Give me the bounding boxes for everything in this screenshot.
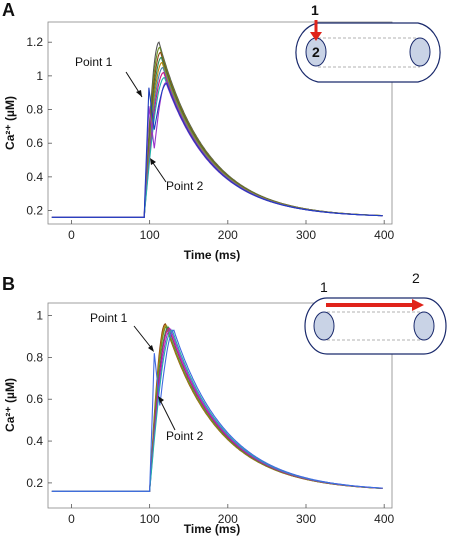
panel-b-point-2-label: Point 2 xyxy=(166,429,204,443)
panel-a-inset-label-2: 2 xyxy=(312,44,320,60)
panel-b-inset-label-1: 1 xyxy=(320,279,328,295)
panel-a-xtick-label: 200 xyxy=(218,228,238,242)
panel-b-letter: B xyxy=(2,274,15,294)
panel-a-xtick-label: 300 xyxy=(296,228,316,242)
panel-a-ytick-label: 0.6 xyxy=(26,136,43,150)
panel-a-series-6 xyxy=(51,71,383,218)
panel-b-xtick-label: 300 xyxy=(296,512,316,526)
panel-a-ytick-label: 1.2 xyxy=(26,35,43,49)
panel-a-xtick-label: 400 xyxy=(374,228,394,242)
panel-b: B 0 100 200 300 400 0.2 0.4 0.6 0.8 1 Time (ms) C… xyxy=(2,270,447,536)
panel-b-ytick-label: 1 xyxy=(36,309,43,323)
panel-b-point-1-arrowhead xyxy=(148,345,154,352)
panel-a-ytick-label: 0.4 xyxy=(26,170,43,184)
panel-b-plot-frame xyxy=(47,302,393,509)
panel-b-ytick-label: 0.4 xyxy=(26,434,43,448)
panel-b-cylinder-inset: 1 2 xyxy=(304,270,447,355)
panel-a-inset-arrowhead xyxy=(310,32,322,41)
panel-a-point-1-arrowhead xyxy=(136,90,142,97)
panel-a-series-8 xyxy=(51,81,383,218)
panel-a-inset-label-1: 1 xyxy=(311,2,319,18)
panel-a-ytick-label: 0.2 xyxy=(26,204,43,218)
panel-b-point-1-arrow xyxy=(133,325,154,351)
panel-a-point-2-arrow xyxy=(150,159,167,183)
panel-b-series-7 xyxy=(51,329,383,492)
panel-b-ytick-label: 0.8 xyxy=(26,350,43,364)
panel-a: A 0 100 200 300 400 0.2 0.4 0.6 0.8 1 1.2 Time (ms… xyxy=(2,0,441,262)
panel-b-point-2-arrow xyxy=(158,397,176,431)
panel-a-xlabel: Time (ms) xyxy=(184,248,240,262)
panel-a-series-4 xyxy=(51,61,383,218)
panel-b-ytick-label: 0.6 xyxy=(26,392,43,406)
panel-a-xtick-label: 0 xyxy=(68,228,75,242)
panel-b-point-1-label: Point 1 xyxy=(90,311,128,325)
panel-a-cylinder-inset: 2 1 xyxy=(295,2,441,83)
panel-b-xtick-label: 200 xyxy=(218,512,238,526)
panel-b-xtick-label: 100 xyxy=(140,512,160,526)
panel-b-point-2-arrowhead xyxy=(158,396,164,403)
panel-a-point-1-label: Point 1 xyxy=(75,55,113,69)
panel-b-ylabel: Ca²⁺ (µM) xyxy=(3,378,17,432)
panel-b-xtick-label: 400 xyxy=(374,512,394,526)
panel-a-point-2-arrowhead xyxy=(150,158,156,165)
panel-b-ytick-label: 0.2 xyxy=(26,476,43,490)
panel-a-point-2-label: Point 2 xyxy=(166,179,204,193)
panel-b-inset-arrowhead xyxy=(412,299,424,311)
panel-a-plot-frame xyxy=(47,21,393,225)
panel-b-xtick-label: 0 xyxy=(68,512,75,526)
panel-a-xtick-label: 100 xyxy=(140,228,160,242)
panel-a-ytick-label: 1 xyxy=(36,69,43,83)
panel-b-xlabel: Time (ms) xyxy=(184,522,240,536)
panel-b-inset-label-2: 2 xyxy=(412,270,420,286)
panel-a-letter: A xyxy=(2,0,15,20)
panel-a-series-9 xyxy=(51,82,383,218)
panel-a-ylabel: Ca²⁺ (µM) xyxy=(3,96,17,150)
panel-a-ytick-label: 0.8 xyxy=(26,103,43,117)
panel-a-series-7 xyxy=(51,76,383,218)
panel-a-series-5 xyxy=(51,66,383,218)
